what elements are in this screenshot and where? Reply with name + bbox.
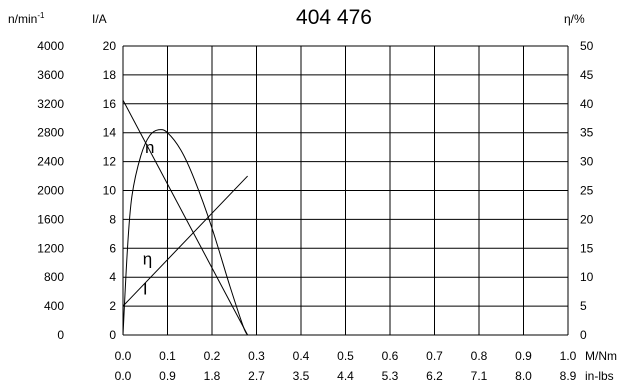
efficiency-tick-label: 0 [580,328,587,342]
current-tick-label: 8 [109,212,116,226]
torque-nm-tick-label: 0.0 [115,349,132,363]
torque-inlbs-tick-label: 8.0 [515,369,532,383]
efficiency-tick-label: 15 [580,241,594,255]
speed-axis-label-sup: -1 [37,11,45,20]
data-series [122,99,249,336]
torque-inlbs-tick-label: 7.1 [471,369,488,383]
speed-axis-label: n/min-1 [8,11,45,26]
tick-labels: 4000360032002800240020001600120080040002… [37,39,593,383]
torque-inlbs-tick-label: 8.9 [560,369,577,383]
series-label-speed: n [145,138,154,157]
torque-inlbs-tick-label: 0.9 [159,369,176,383]
efficiency-tick-label: 40 [580,97,594,111]
torque-nm-tick-label: 0.4 [293,349,310,363]
torque-nm-tick-label: 0.8 [471,349,488,363]
torque-inlbs-tick-label: 4.4 [337,369,354,383]
speed-tick-label: 2400 [37,155,64,169]
torque-inlbs-tick-label: 1.8 [204,369,221,383]
series-label-current: I [143,280,148,299]
grid [122,45,569,336]
torque-nm-tick-label: 0.9 [515,349,532,363]
speed-tick-label: 2800 [37,126,64,140]
current-tick-label: 20 [103,39,117,53]
torque-inlbs-axis-label: in-lbs [585,369,614,383]
series-label-efficiency: η [143,249,152,268]
torque-inlbs-tick-label: 3.5 [293,369,310,383]
current-tick-label: 10 [103,184,117,198]
efficiency-tick-label: 20 [580,212,594,226]
efficiency-tick-label: 10 [580,270,594,284]
speed-tick-label: 4000 [37,39,64,53]
current-axis-label: I/A [92,12,107,26]
torque-inlbs-tick-label: 2.7 [248,369,265,383]
speed-tick-label: 400 [44,299,64,313]
series-line-efficiency [122,129,249,336]
current-tick-label: 18 [103,68,117,82]
torque-nm-tick-label: 1.0 [560,349,577,363]
efficiency-tick-label: 5 [580,299,587,313]
torque-nm-tick-label: 0.7 [426,349,443,363]
torque-nm-axis-label: M/Nm [585,349,617,363]
efficiency-tick-label: 35 [580,126,594,140]
efficiency-tick-label: 30 [580,155,594,169]
torque-inlbs-tick-label: 5.3 [382,369,399,383]
speed-tick-label: 3200 [37,97,64,111]
current-tick-label: 4 [109,270,116,284]
current-tick-label: 12 [103,155,117,169]
current-tick-label: 6 [109,241,116,255]
torque-nm-tick-label: 0.6 [382,349,399,363]
speed-tick-label: 2000 [37,184,64,198]
current-tick-label: 0 [109,328,116,342]
speed-tick-label: 1200 [37,241,64,255]
current-tick-label: 16 [103,97,117,111]
torque-nm-tick-label: 0.2 [204,349,221,363]
speed-tick-label: 0 [57,328,64,342]
efficiency-tick-label: 25 [580,184,594,198]
efficiency-tick-label: 45 [580,68,594,82]
efficiency-tick-label: 50 [580,39,594,53]
torque-nm-tick-label: 0.3 [248,349,265,363]
speed-tick-label: 800 [44,270,64,284]
speed-tick-label: 1600 [37,212,64,226]
speed-axis-label-base: n/min [8,12,37,26]
chart-title: 404 476 [296,6,372,29]
torque-nm-tick-label: 0.1 [159,349,176,363]
torque-nm-tick-label: 0.5 [337,349,354,363]
torque-inlbs-tick-label: 6.2 [426,369,443,383]
series-line-speed [122,99,249,336]
torque-inlbs-tick-label: 0.0 [115,369,132,383]
series-line-current [122,175,248,307]
current-tick-label: 14 [103,126,117,140]
current-tick-label: 2 [109,299,116,313]
series-labels: n Iη [143,138,155,299]
efficiency-axis-label: η/% [564,12,585,26]
speed-tick-label: 3600 [37,68,64,82]
